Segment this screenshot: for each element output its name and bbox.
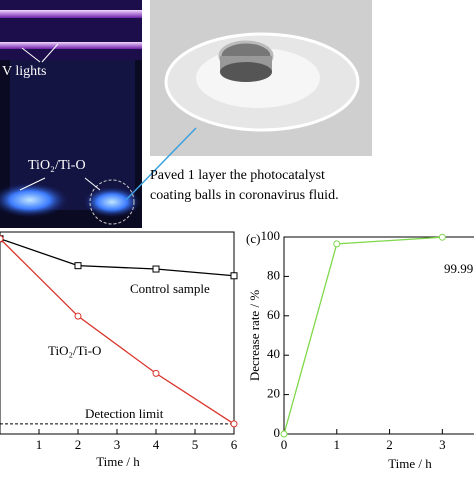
y-tick-label: 60	[267, 307, 280, 322]
x-tick-label: 0	[281, 437, 288, 452]
series-line	[0, 238, 235, 425]
marker	[230, 272, 238, 280]
x-tick-label: 2	[75, 437, 82, 452]
y-tick-label: 0	[274, 425, 281, 440]
marker	[74, 312, 82, 320]
annotation: Detection limit	[85, 406, 164, 421]
x-tick-label: 6	[231, 437, 238, 452]
caption: Paved 1 layer the photocatalyst	[150, 168, 325, 183]
photo-label: V lights	[2, 64, 46, 79]
caption: coating balls in coronavirus fluid.	[150, 188, 339, 203]
y-axis-label: Decrease rate / %	[247, 290, 262, 381]
pointer	[19, 177, 46, 191]
dish-photo	[150, 0, 372, 156]
x-tick-label: 3	[114, 437, 121, 452]
marker	[0, 235, 4, 243]
plot-frame	[0, 231, 235, 435]
x-axis-label: Time / h	[388, 456, 432, 471]
x-tick-label: 5	[192, 437, 199, 452]
annotation: 99.99	[444, 261, 473, 276]
photo-label: TiO₂/Ti-O	[28, 158, 86, 173]
marker	[333, 240, 341, 248]
panel-label: (c)	[246, 231, 260, 246]
y-tick-label: 20	[267, 386, 280, 401]
connector	[125, 127, 197, 201]
y-tick-label: 80	[267, 267, 280, 282]
x-tick-label: 4	[153, 437, 160, 452]
series-line	[283, 236, 443, 435]
uv-photo: V lights TiO₂/Ti-O	[0, 0, 142, 228]
pointer	[84, 177, 101, 191]
series-label: TiO₂/Ti-O	[48, 343, 101, 358]
x-tick-label: 1	[334, 437, 341, 452]
series-label: Control sample	[130, 281, 210, 296]
plot-frame	[283, 236, 474, 435]
marker	[152, 369, 160, 377]
marker	[280, 430, 288, 438]
pointer	[21, 47, 41, 63]
y-tick-label: 40	[267, 346, 280, 361]
marker	[438, 233, 446, 241]
x-tick-label: 1	[36, 437, 43, 452]
y-tick-label: 100	[261, 228, 281, 243]
series-line	[0, 238, 235, 277]
marker	[74, 262, 82, 270]
marker	[230, 420, 238, 428]
x-tick-label: 3	[439, 437, 446, 452]
x-tick-label: 2	[386, 437, 393, 452]
pointer	[41, 43, 59, 63]
marker	[152, 265, 160, 273]
x-axis-label: Time / h	[96, 454, 140, 469]
